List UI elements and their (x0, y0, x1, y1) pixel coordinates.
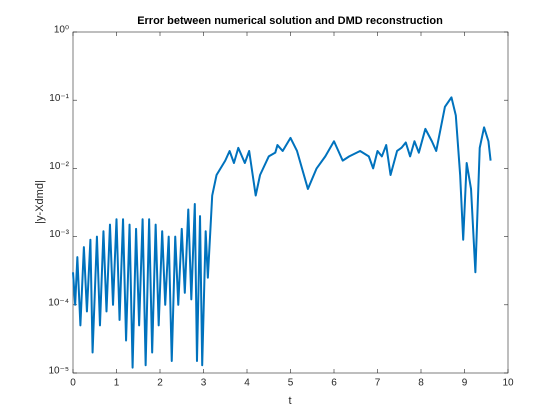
x-axis-label: t (288, 395, 291, 407)
x-tick-label: 1 (114, 378, 120, 389)
data-line (72, 96, 492, 369)
x-tick-label: 10 (502, 378, 514, 389)
x-tick-label: 9 (462, 378, 468, 389)
y-tick-label: 10⁻² (49, 161, 69, 172)
x-tick-label: 8 (418, 378, 424, 389)
x-tick-label: 6 (331, 378, 337, 389)
y-tick-label: 10⁻¹ (49, 93, 69, 104)
y-tick-label: 10⁻⁵ (48, 366, 69, 377)
y-tick-label: 10⁻³ (49, 229, 69, 240)
x-tick-label: 0 (70, 378, 76, 389)
x-tick-label: 4 (244, 378, 250, 389)
x-tick-label: 5 (288, 378, 294, 389)
y-tick-label: 10⁻⁴ (48, 297, 69, 308)
x-tick-label: 2 (157, 378, 163, 389)
chart-title: Error between numerical solution and DMD… (137, 15, 443, 27)
y-tick-label: 10⁰ (54, 25, 69, 36)
x-tick-label: 3 (201, 378, 207, 389)
x-tick-label: 7 (375, 378, 381, 389)
y-axis-label: |y-Xdmd| (34, 180, 46, 224)
